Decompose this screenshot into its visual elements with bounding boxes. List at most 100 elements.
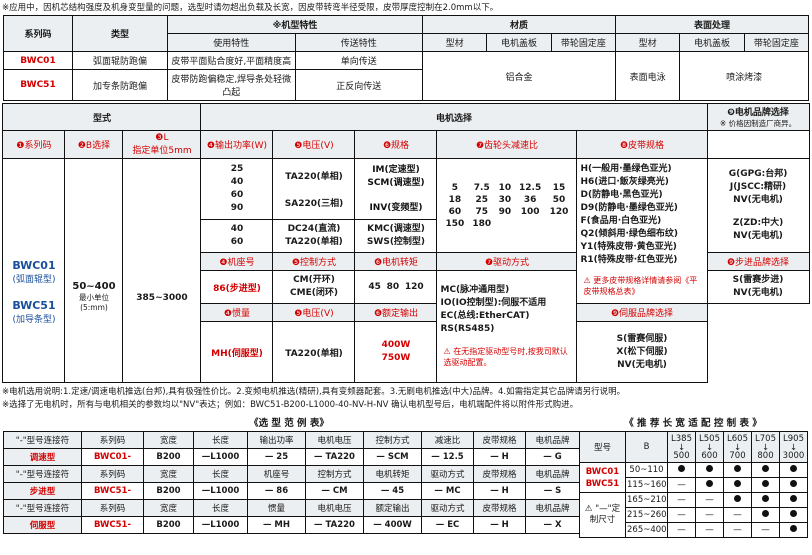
- col-spec: ❻规格: [354, 130, 438, 159]
- row-series-bwc01: BWC01: [3, 51, 73, 70]
- cell-series-codes: BWC01 (弧面辊型) BWC51 (加导条型): [2, 158, 66, 383]
- rec-col-1-bot2: 600: [701, 451, 718, 461]
- rec-col-0-bot2: 500: [673, 451, 690, 461]
- bottom-section: 《选 型 范 例 表》 "-"型号连接符 系列码 宽度 长度 输出功率 电机电压…: [0, 414, 812, 538]
- rec-col-1-top: L505: [695, 431, 724, 444]
- torque-80: 80: [386, 282, 400, 292]
- ex-v2-8: — H: [473, 516, 526, 534]
- voltage-ta220-dc: TA220(单相): [285, 237, 343, 247]
- ex-v1-1: BWC51-: [81, 482, 144, 500]
- recommend-table-wrap: 《 推 荐 长 宽 适 配 控 制 表 》 型号 B L385 L505 L60…: [579, 414, 808, 538]
- brand-nv-2: NV(无电机): [733, 231, 783, 241]
- ex-h0-1: 系列码: [81, 431, 144, 449]
- brand-step-nv: NV(无电机): [733, 288, 783, 298]
- cell-brand-motor: G(GPG:台邦) J(JSCC:精研) NV(无电机) Z(ZD:中大) NV…: [706, 158, 810, 253]
- b-note: 最小单位 (5:mm): [78, 293, 109, 312]
- servo-voltage: TA220(单相): [285, 348, 343, 359]
- ex-h1-1: 系列码: [81, 465, 144, 483]
- row-surface-profile: 表面电泳: [614, 51, 681, 101]
- ex-v0-7: — 12.5: [421, 448, 474, 466]
- ex-v2-6: — 400W: [363, 516, 422, 534]
- power-dc-40: 40: [230, 224, 244, 234]
- belt-h: H(一般用·墨绿色亚光): [580, 164, 672, 174]
- series-code-1: BWC01: [12, 258, 56, 272]
- drive-io: IO(IO控制型):伺服不适用: [440, 297, 547, 308]
- row-material: 铝合金: [422, 51, 616, 101]
- rec-custom-note: ⚠ "—"定制尺寸: [579, 492, 626, 538]
- brand-jscc: J(JSCC:精研): [729, 182, 787, 192]
- spec-inv: INV(变频型): [369, 202, 423, 213]
- brand-title: ❾电机品牌选择: [727, 108, 789, 118]
- ex-h2-7: 驱动方式: [421, 499, 474, 517]
- output-750w: 750W: [381, 353, 411, 363]
- brand-subtitle: ※ 价格因制造厂商异。: [719, 119, 797, 128]
- ratio-5: 18: [448, 194, 462, 205]
- cell-voltage-ac: TA220(单相) SA220(三相): [272, 158, 356, 220]
- rec-models: BWC01 BWC51: [579, 462, 626, 493]
- spec-sws: SWS(控制型): [366, 237, 426, 247]
- rec-m-3-3: [751, 507, 780, 523]
- th-machine-char: ※机型特性: [167, 15, 423, 34]
- power-25: 25: [230, 164, 244, 174]
- th-surface-belt-seat: 带轮固定座: [743, 33, 810, 52]
- rec-model-bwc01: BWC01: [585, 466, 620, 477]
- cell-brand-servo: S(雷赛伺服) X(松下伺服) NV(无电机): [576, 321, 708, 383]
- belt-y1: Y1(特殊皮带·黄色亚光): [580, 242, 677, 252]
- note-no-motor: ※选择了无电机时，所有与电机相关的参数均以"NV"表达；例如：BWC51-B20…: [2, 399, 579, 410]
- series-code-2: BWC51: [12, 298, 56, 312]
- col-brand-step: ❾步进品牌选择: [706, 252, 810, 271]
- cell-spec-dc: KMC(调速型) SWS(控制型): [354, 219, 438, 253]
- th-surface-cover: 电机盖板: [679, 33, 745, 52]
- th-use-char: 使用特性: [167, 33, 296, 52]
- rec-m-0-4: [779, 462, 808, 478]
- control-cme: CME(闭环): [290, 288, 338, 298]
- cell-torque: 45 80 120: [354, 270, 438, 304]
- row-type-bwc01: 弧面辊防跑偏: [72, 51, 168, 70]
- row-use-bwc01: 皮带平面贴合度好,平面精度高: [167, 51, 296, 70]
- output-400w: 400W: [381, 340, 411, 350]
- power-90: 90: [230, 203, 244, 213]
- brand-servo-nv: NV(无电机): [617, 359, 667, 370]
- example-caption: 《选 型 范 例 表》: [249, 418, 329, 429]
- col-brand-servo: ❾伺服品牌选择: [576, 303, 708, 322]
- brand-gpg: G(GPG:台邦): [728, 169, 788, 179]
- rec-m-0-3: [751, 462, 780, 478]
- drive-ec: EC(总线:EtherCAT): [440, 310, 530, 321]
- cell-b-select: 50~400 最小单位 (5:mm): [64, 158, 124, 383]
- group-header-brand: ❾电机品牌选择 ※ 价格因制造厂商异。: [706, 103, 810, 131]
- ratio-11: 75: [475, 206, 489, 217]
- rec-m-4-2: —: [723, 522, 752, 538]
- row-transmit-bwc01: 单向传送: [294, 51, 423, 70]
- ex-v0-3: —L1000: [193, 448, 248, 466]
- rec-col-1-bot: ↓ 600: [695, 444, 724, 463]
- th-material-belt-seat: 带轮固定座: [550, 33, 617, 52]
- rec-b-1: 115~160: [625, 477, 668, 493]
- cell-inertia: MH(伺服型): [200, 321, 274, 383]
- rec-col-4-arrow: ↓: [789, 443, 798, 453]
- ex-h2-8: 皮带规格: [473, 499, 526, 517]
- ratio-14: 120: [549, 206, 569, 217]
- brand-servo-x: X(松下伺服): [616, 346, 668, 357]
- brand-servo-s: S(雷赛伺服): [616, 333, 668, 344]
- ex-h2-3: 长度: [193, 499, 248, 517]
- ex-v0-8: — H: [473, 448, 526, 466]
- ex-h2-4: 惯量: [247, 499, 306, 517]
- ex-v2-3: —L1000: [193, 516, 248, 534]
- rec-col-2-arrow: ↓: [733, 443, 742, 453]
- col-l: ❸L 指定单位5mm: [122, 130, 202, 159]
- rec-col-3-bot: ↓ 800: [751, 444, 780, 463]
- col-series: ❶系列码: [2, 130, 66, 159]
- col-b: ❷B选择: [64, 130, 124, 159]
- rec-m-1-2: [723, 477, 752, 493]
- frame-86: 86(步进型): [213, 283, 261, 294]
- rec-m-1-0: —: [667, 477, 696, 493]
- rec-col-b: B: [625, 431, 668, 463]
- rec-m-3-2: —: [723, 507, 752, 523]
- ratio-3: 12.5: [519, 182, 542, 193]
- th-surface-profile: 型材: [614, 33, 681, 52]
- drive-mc: MC(脉冲通用型): [440, 284, 510, 295]
- belt-q2: Q2(倾斜用·绿色细布纹): [580, 229, 679, 239]
- model-selector-table: 型式 电机选择 ❾电机品牌选择 ※ 价格因制造厂商异。 ❶系列码 ❷B选择 ❸L…: [2, 103, 810, 383]
- group-header-style: 型式: [2, 103, 202, 131]
- col-frame: ❹机座号: [200, 252, 274, 271]
